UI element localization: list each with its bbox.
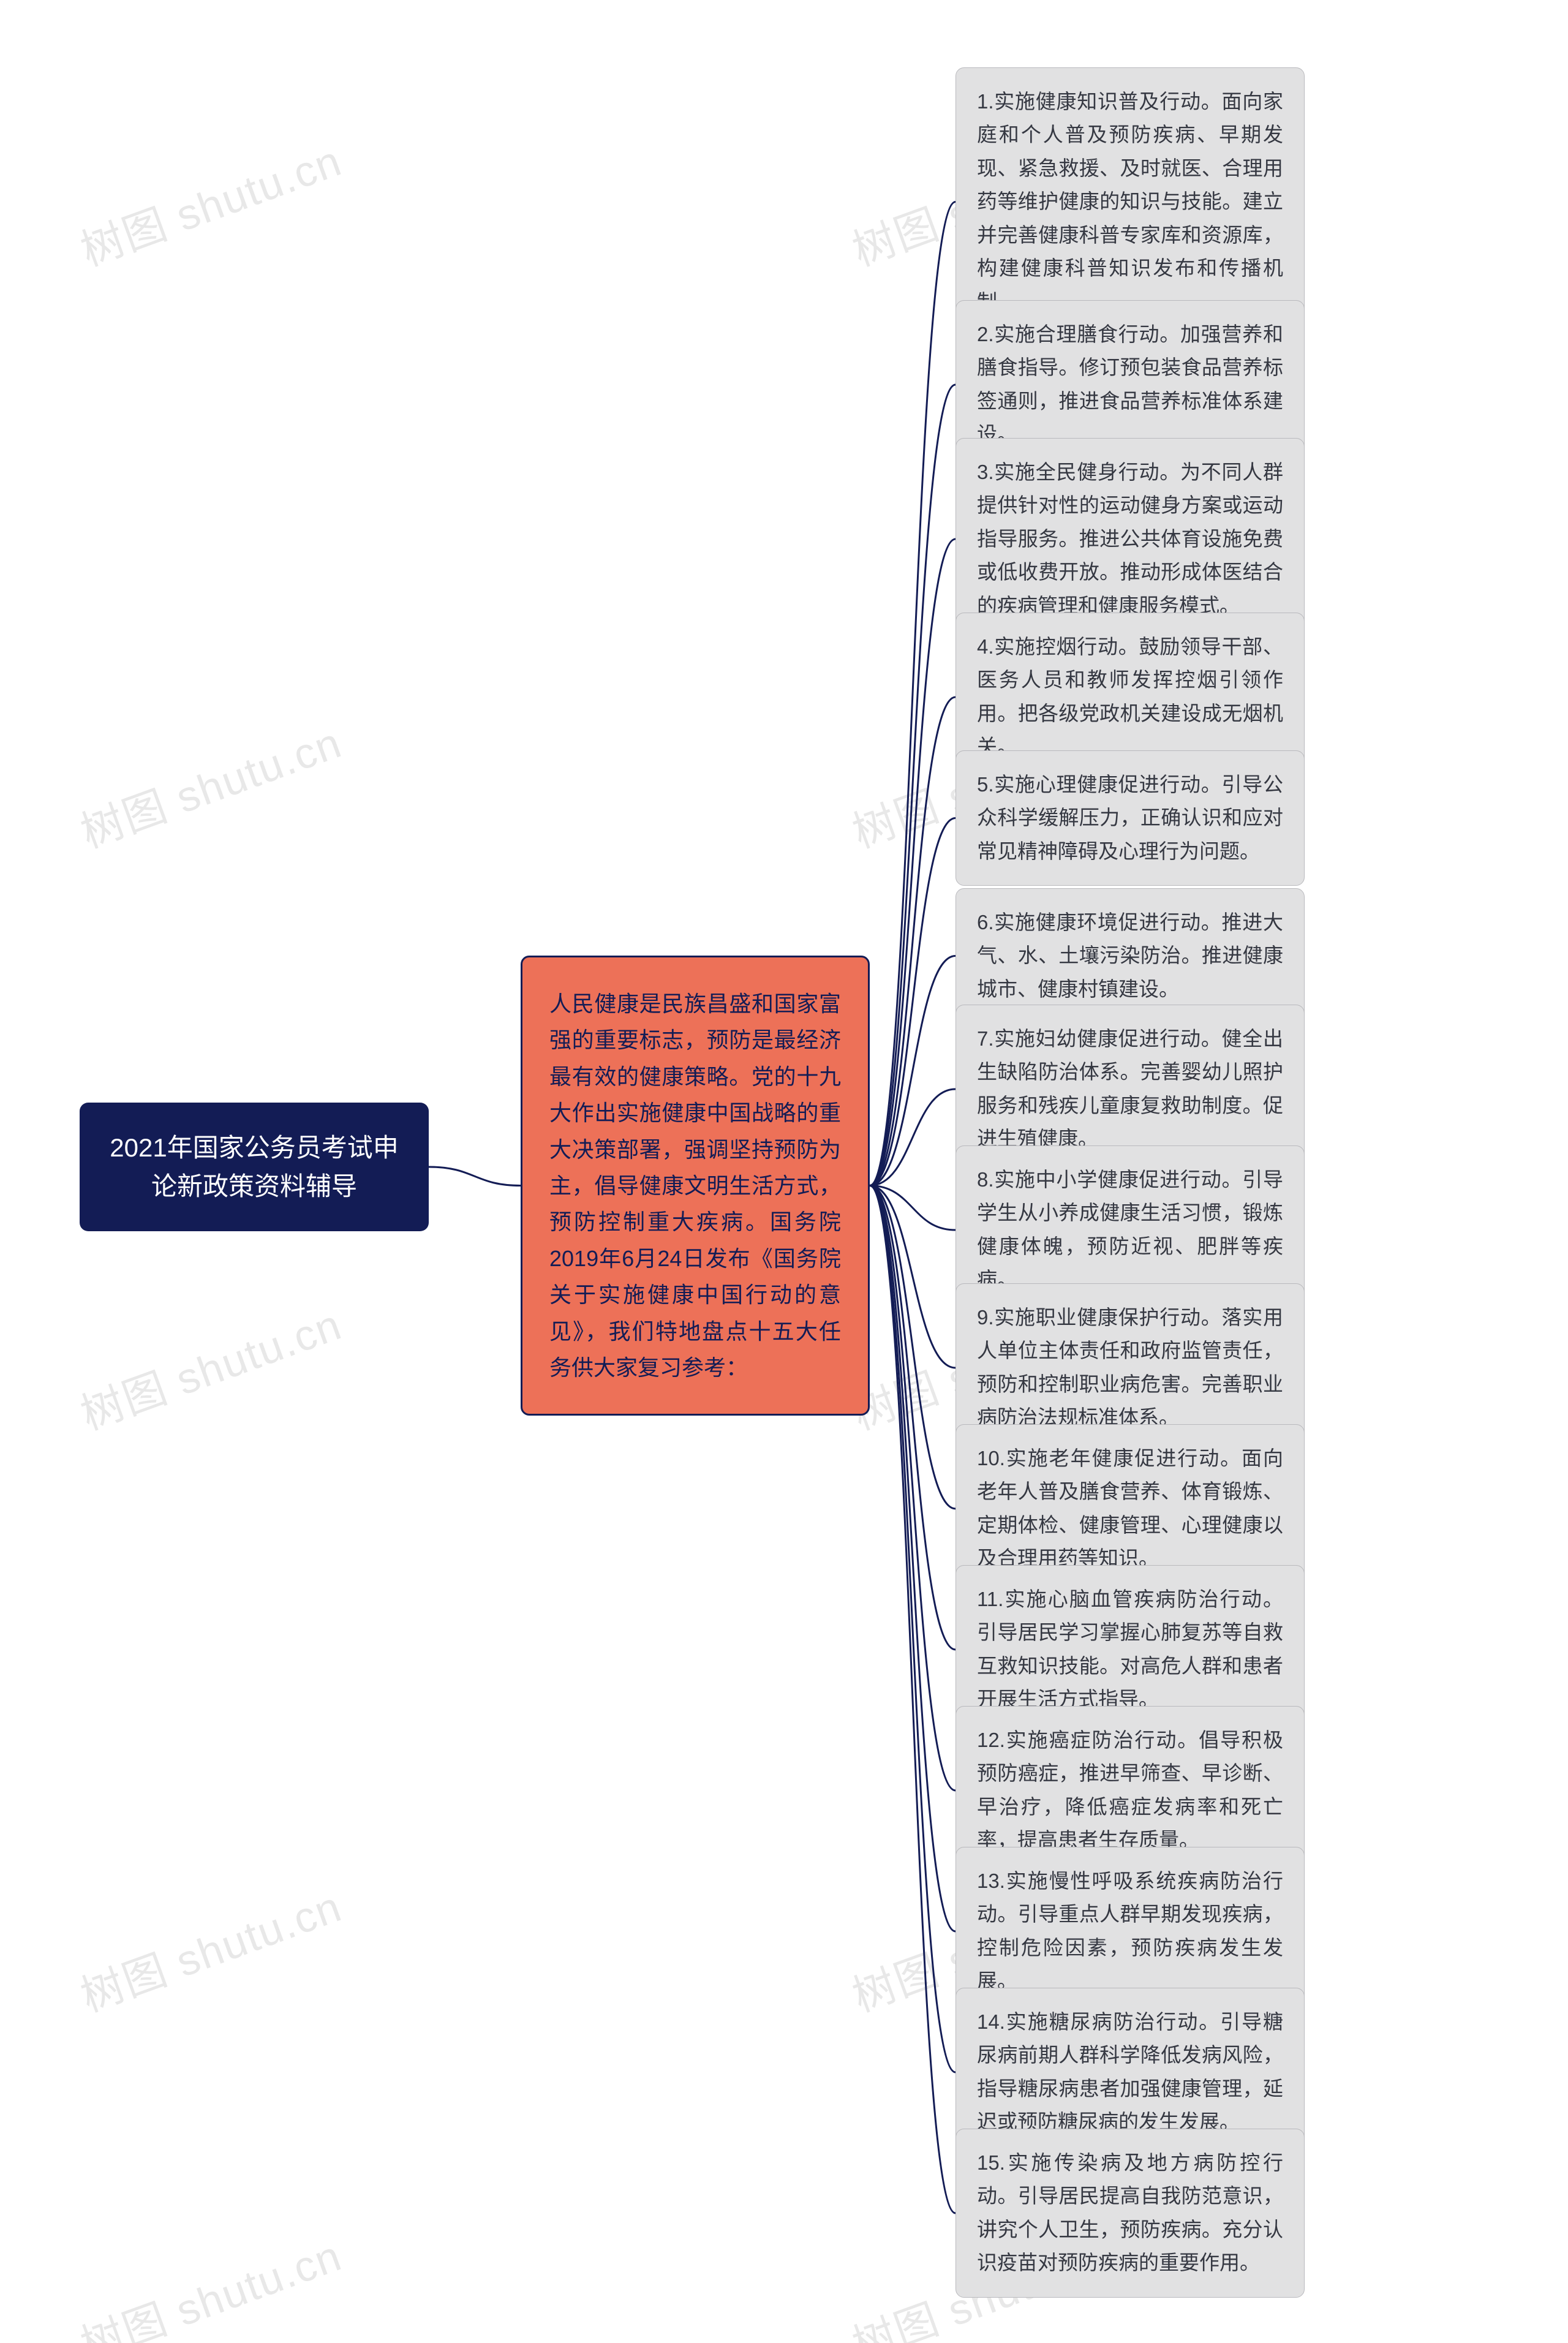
watermark: 树图 shutu.cn — [71, 2222, 349, 2343]
intro-node[interactable]: 人民健康是民族昌盛和国家富强的重要标志，预防是最经济最有效的健康策略。党的十九大… — [521, 956, 870, 1416]
leaf-node-5[interactable]: 5.实施心理健康促进行动。引导公众科学缓解压力，正确认识和应对常见精神障碍及心理… — [956, 750, 1305, 886]
leaf-node-3[interactable]: 3.实施全民健身行动。为不同人群提供针对性的运动健身方案或运动指导服务。推进公共… — [956, 438, 1305, 640]
watermark: 树图 shutu.cn — [71, 1291, 349, 1442]
watermark: 树图 shutu.cn — [71, 709, 349, 860]
leaf-node-1[interactable]: 1.实施健康知识普及行动。面向家庭和个人普及预防疾病、早期发现、紧急救援、及时就… — [956, 67, 1305, 336]
leaf-node-15[interactable]: 15.实施传染病及地方病防控行动。引导居民提高自我防范意识，讲究个人卫生，预防疾… — [956, 2129, 1305, 2298]
leaf-node-6[interactable]: 6.实施健康环境促进行动。推进大气、水、土壤污染防治。推进健康城市、健康村镇建设… — [956, 888, 1305, 1024]
watermark: 树图 shutu.cn — [71, 127, 349, 278]
mindmap-canvas: 树图 shutu.cn 树图 shutu.cn 树图 shutu.cn 树图 shut… — [0, 0, 1568, 2343]
watermark: 树图 shutu.cn — [71, 1873, 349, 2024]
root-node[interactable]: 2021年国家公务员考试申论新政策资料辅导 — [80, 1103, 429, 1231]
